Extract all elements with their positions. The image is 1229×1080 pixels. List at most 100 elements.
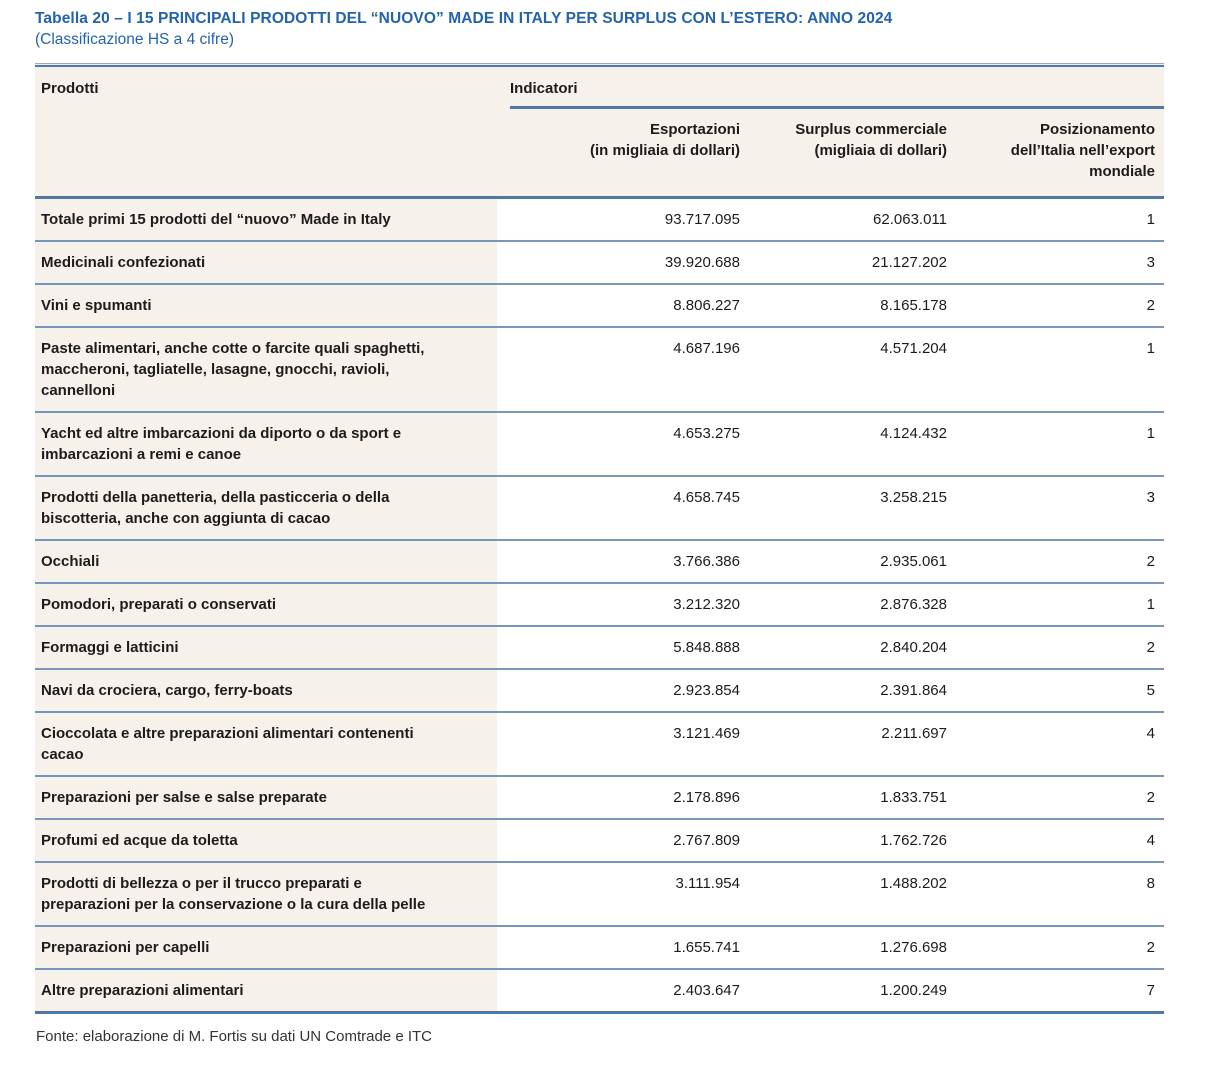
rank-value-cell: 2: [1146, 297, 1155, 314]
rank-value-cell: 1: [1146, 211, 1155, 228]
table-row: Preparazioni per salse e salse preparate…: [35, 775, 1164, 818]
column-header-surplus: Surplus commerciale (migliaia di dollari…: [795, 121, 947, 159]
product-name-cell: Preparazioni per capelli: [35, 927, 497, 968]
data-table: Prodotti Indicatori Esportazioni (in mig…: [35, 63, 1164, 1014]
export-value-cell: 3.766.386: [673, 553, 740, 570]
indicatori-divider: [510, 106, 1164, 109]
product-name-cell: Prodotti di bellezza o per il trucco pre…: [35, 863, 497, 925]
product-name-cell: Navi da crociera, cargo, ferry-boats: [35, 670, 497, 711]
export-value-cell: 5.848.888: [673, 639, 740, 656]
surplus-value-cell: 1.200.249: [880, 982, 947, 999]
group-header-row: Prodotti Indicatori: [35, 67, 1164, 109]
rank-value-cell: 8: [1146, 875, 1155, 892]
table-row: Yacht ed altre imbarcazioni da diporto o…: [35, 411, 1164, 475]
table-row: Formaggi e latticini 5.848.888 2.840.204…: [35, 625, 1164, 668]
header-bottom-border: [35, 196, 1164, 199]
column-group-indicatori: Indicatori: [510, 80, 578, 97]
product-name-cell: Cioccolata e altre preparazioni alimenta…: [35, 713, 497, 775]
report-page: Tabella 20 – I 15 PRINCIPALI PRODOTTI DE…: [35, 10, 1164, 1045]
export-value-cell: 39.920.688: [664, 254, 740, 271]
export-value-cell: 8.806.227: [673, 297, 740, 314]
table-row: Paste alimentari, anche cotte o farcite …: [35, 326, 1164, 411]
export-value-cell: 3.212.320: [673, 596, 740, 613]
export-value-cell: 2.923.854: [673, 682, 740, 699]
column-header-posizionamento: Posizionamento dell’Italia nell’export m…: [1010, 121, 1155, 180]
surplus-value-cell: 4.571.204: [880, 340, 947, 357]
column-group-indicatori-wrap: Indicatori: [497, 67, 1164, 109]
surplus-value-cell: 1.833.751: [880, 789, 947, 806]
table-row: Preparazioni per capelli 1.655.741 1.276…: [35, 925, 1164, 968]
table-row: Altre preparazioni alimentari 2.403.647 …: [35, 968, 1164, 1011]
table-body: Totale primi 15 prodotti del “nuovo” Mad…: [35, 199, 1164, 1011]
surplus-value-cell: 8.165.178: [880, 297, 947, 314]
rank-value-cell: 7: [1146, 982, 1155, 999]
table-bottom-border: [35, 1011, 1164, 1014]
product-name-cell: Formaggi e latticini: [35, 627, 497, 668]
surplus-value-cell: 4.124.432: [880, 425, 947, 442]
product-name-cell: Paste alimentari, anche cotte o farcite …: [35, 328, 497, 411]
surplus-value-cell: 2.935.061: [880, 553, 947, 570]
surplus-value-cell: 2.211.697: [881, 725, 947, 742]
export-value-cell: 2.403.647: [673, 982, 740, 999]
table-top-border: [35, 63, 1164, 67]
surplus-value-cell: 2.391.864: [880, 682, 947, 699]
product-name-cell: Pomodori, preparati o conservati: [35, 584, 497, 625]
product-name-cell: Medicinali confezionati: [35, 242, 497, 283]
export-value-cell: 3.121.469: [673, 725, 740, 742]
table-row: Occhiali 3.766.386 2.935.061 2: [35, 539, 1164, 582]
rank-value-cell: 4: [1146, 725, 1155, 742]
column-header-spacer: [35, 119, 497, 182]
export-value-cell: 2.178.896: [673, 789, 740, 806]
rank-value-cell: 1: [1146, 425, 1155, 442]
table-row: Vini e spumanti 8.806.227 8.165.178 2: [35, 283, 1164, 326]
export-value-cell: 2.767.809: [673, 832, 740, 849]
rank-value-cell: 1: [1146, 596, 1155, 613]
column-group-prodotti: Prodotti: [41, 80, 99, 97]
surplus-value-cell: 1.762.726: [880, 832, 947, 849]
table-row: Prodotti di bellezza o per il trucco pre…: [35, 861, 1164, 925]
source-note: Fonte: elaborazione di M. Fortis su dati…: [36, 1028, 432, 1045]
rank-value-cell: 1: [1146, 340, 1155, 357]
table-row: Navi da crociera, cargo, ferry-boats 2.9…: [35, 668, 1164, 711]
surplus-value-cell: 3.258.215: [880, 489, 947, 506]
export-value-cell: 93.717.095: [664, 211, 740, 228]
product-name-cell: Totale primi 15 prodotti del “nuovo” Mad…: [35, 199, 497, 240]
table-row: Pomodori, preparati o conservati 3.212.3…: [35, 582, 1164, 625]
product-name-cell: Occhiali: [35, 541, 497, 582]
surplus-value-cell: 1.276.698: [880, 939, 947, 956]
surplus-value-cell: 62.063.011: [873, 211, 947, 228]
table-header: Prodotti Indicatori Esportazioni (in mig…: [35, 67, 1164, 196]
export-value-cell: 4.658.745: [673, 489, 740, 506]
rank-value-cell: 2: [1146, 553, 1155, 570]
product-name-cell: Yacht ed altre imbarcazioni da diporto o…: [35, 413, 497, 475]
rank-value-cell: 5: [1146, 682, 1155, 699]
table-row: Medicinali confezionati 39.920.688 21.12…: [35, 240, 1164, 283]
table-subtitle: (Classificazione HS a 4 cifre): [35, 31, 234, 48]
rank-value-cell: 4: [1146, 832, 1155, 849]
export-value-cell: 1.655.741: [673, 939, 740, 956]
export-value-cell: 4.687.196: [673, 340, 740, 357]
product-name-cell: Profumi ed acque da toletta: [35, 820, 497, 861]
surplus-value-cell: 1.488.202: [880, 875, 947, 892]
rank-value-cell: 2: [1146, 939, 1155, 956]
rank-value-cell: 3: [1146, 254, 1155, 271]
rank-value-cell: 3: [1146, 489, 1155, 506]
product-name-cell: Altre preparazioni alimentari: [35, 970, 497, 1011]
rank-value-cell: 2: [1146, 789, 1155, 806]
table-row: Totale primi 15 prodotti del “nuovo” Mad…: [35, 199, 1164, 240]
surplus-value-cell: 2.876.328: [880, 596, 947, 613]
table-row: Cioccolata e altre preparazioni alimenta…: [35, 711, 1164, 775]
table-row: Profumi ed acque da toletta 2.767.809 1.…: [35, 818, 1164, 861]
export-value-cell: 4.653.275: [673, 425, 740, 442]
rank-value-cell: 2: [1146, 639, 1155, 656]
column-header-esportazioni: Esportazioni (in migliaia di dollari): [589, 121, 740, 159]
export-value-cell: 3.111.954: [675, 875, 740, 892]
product-name-cell: Preparazioni per salse e salse preparate: [35, 777, 497, 818]
table-row: Prodotti della panetteria, della pasticc…: [35, 475, 1164, 539]
column-header-row: Esportazioni (in migliaia di dollari) Su…: [35, 109, 1164, 196]
product-name-cell: Vini e spumanti: [35, 285, 497, 326]
product-name-cell: Prodotti della panetteria, della pasticc…: [35, 477, 497, 539]
surplus-value-cell: 21.127.202: [871, 254, 947, 271]
table-title: Tabella 20 – I 15 PRINCIPALI PRODOTTI DE…: [35, 10, 893, 27]
surplus-value-cell: 2.840.204: [880, 639, 947, 656]
